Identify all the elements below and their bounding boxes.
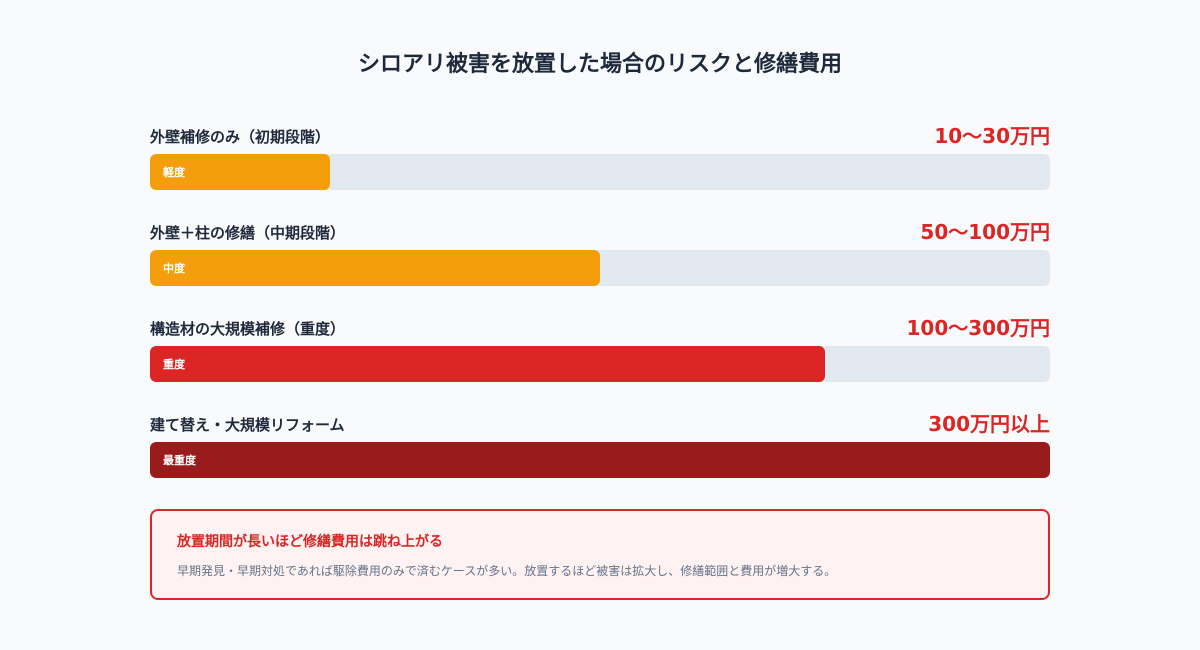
cost-label: 300万円以上 [928, 412, 1050, 436]
bar: 軽度 [150, 154, 330, 190]
bar-chart: 外壁補修のみ（初期段階） 10〜30万円軽度外壁＋柱の修繕（中期段階） 50〜100… [150, 118, 1050, 502]
bar-track: 重度 [150, 346, 1050, 382]
chart-row-header: 外壁＋柱の修繕（中期段階） 50〜100万円 [150, 214, 1050, 250]
bar: 中度 [150, 250, 600, 286]
warning-note-body: 早期発見・早期対処であれば駆除費用のみで済むケースが多い。放置するほど被害は拡大… [177, 564, 837, 578]
severity-label: 最重度 [163, 454, 196, 467]
bar-track: 最重度 [150, 442, 1050, 478]
chart-title: シロアリ被害を放置した場合のリスクと修繕費用 [357, 52, 842, 77]
cost-label: 10〜30万円 [934, 124, 1050, 148]
warning-note-title: 放置期間が長いほど修繕費用は跳ね上がる [177, 534, 443, 550]
cost-label: 100〜300万円 [906, 316, 1051, 340]
chart-row: 外壁＋柱の修繕（中期段階） 50〜100万円中度 [150, 214, 1050, 310]
chart-row: 外壁補修のみ（初期段階） 10〜30万円軽度 [150, 118, 1050, 214]
cost-label: 50〜100万円 [920, 220, 1050, 244]
category-label: 外壁補修のみ（初期段階） [150, 128, 331, 146]
category-label: 外壁＋柱の修繕（中期段階） [150, 224, 346, 242]
chart-row-header: 構造材の大規模補修（重度） 100〜300万円 [150, 310, 1050, 346]
bar: 重度 [150, 346, 825, 382]
chart-row-header: 外壁補修のみ（初期段階） 10〜30万円 [150, 118, 1050, 154]
chart-row-header: 建て替え・大規模リフォーム 300万円以上 [150, 406, 1050, 442]
bar: 最重度 [150, 442, 1050, 478]
severity-label: 中度 [163, 262, 185, 275]
chart-row: 建て替え・大規模リフォーム 300万円以上最重度 [150, 406, 1050, 502]
severity-label: 重度 [163, 358, 185, 371]
chart-row: 構造材の大規模補修（重度） 100〜300万円重度 [150, 310, 1050, 406]
severity-label: 軽度 [163, 166, 185, 179]
category-label: 構造材の大規模補修（重度） [150, 320, 346, 338]
warning-note: 放置期間が長いほど修繕費用は跳ね上がる 早期発見・早期対処であれば駆除費用のみで… [150, 509, 1050, 600]
bar-track: 中度 [150, 250, 1050, 286]
bar-track: 軽度 [150, 154, 1050, 190]
category-label: 建て替え・大規模リフォーム [150, 416, 345, 434]
